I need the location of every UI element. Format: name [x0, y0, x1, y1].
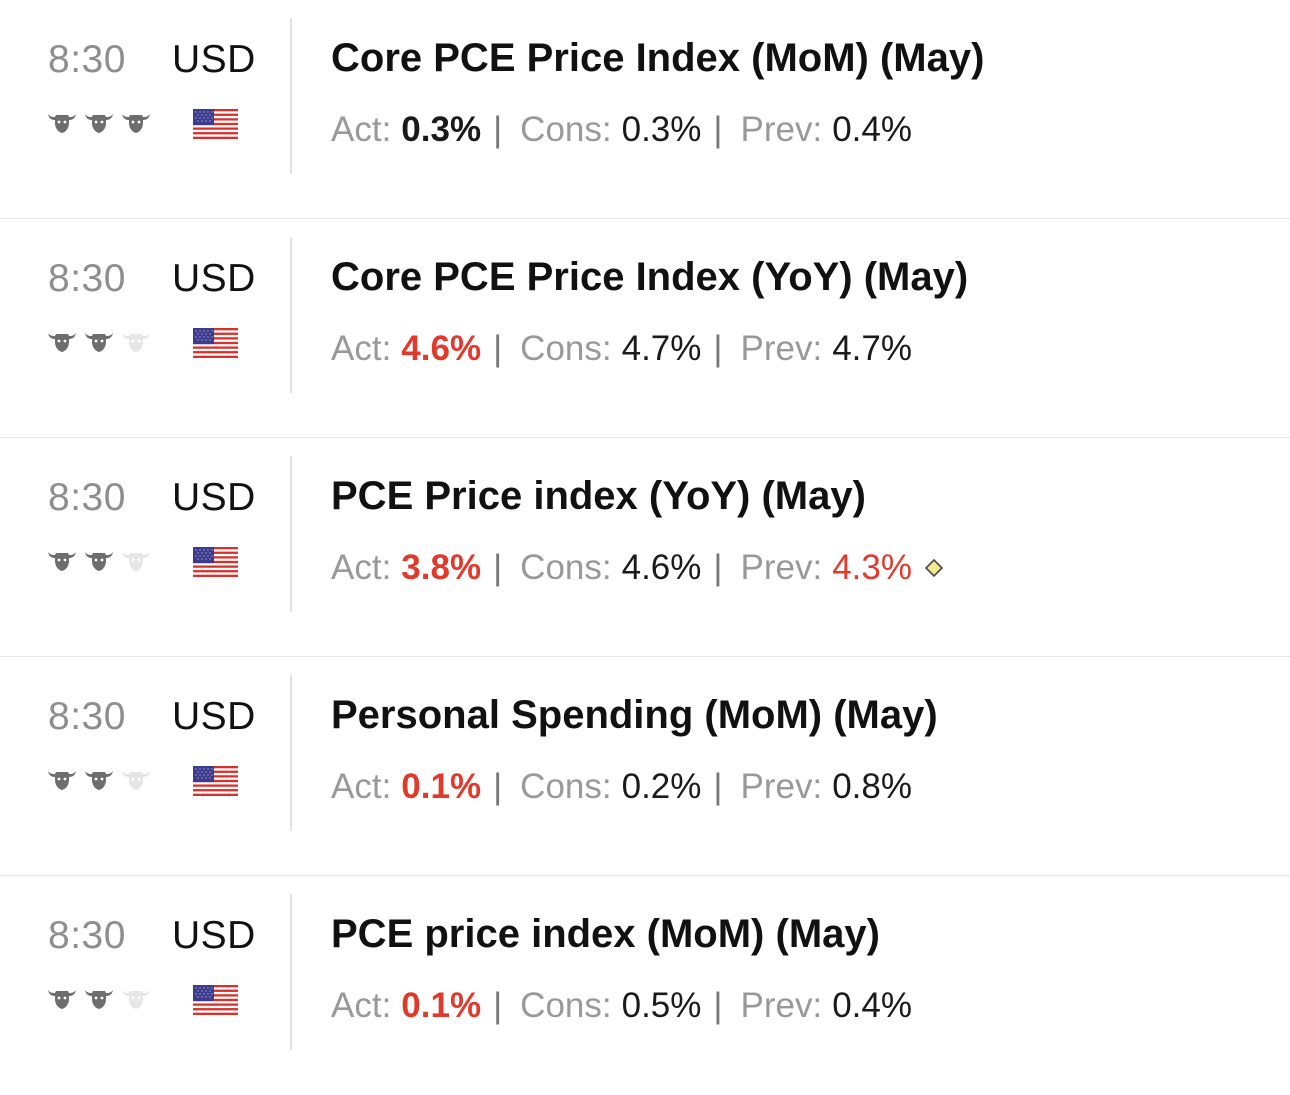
event-time: 8:30	[48, 695, 126, 738]
bull-icon	[48, 990, 76, 1009]
event-currency: USD	[172, 257, 256, 300]
previous-label: Prev:	[740, 767, 823, 806]
actual-label: Act:	[331, 767, 392, 806]
consensus-label: Cons:	[520, 767, 612, 806]
us-flag-icon	[193, 547, 238, 577]
event-time: 8:30	[48, 38, 126, 81]
actual-label: Act:	[331, 548, 392, 587]
stat-separator: |	[493, 767, 503, 806]
consensus-label: Cons:	[520, 986, 612, 1025]
row-divider	[290, 894, 292, 1050]
us-flag-icon	[193, 766, 238, 796]
stat-separator: |	[493, 110, 503, 149]
consensus-label: Cons:	[520, 548, 612, 587]
previous-label: Prev:	[740, 110, 823, 149]
consensus-value: 4.7%	[621, 329, 702, 368]
us-flag-icon	[193, 985, 238, 1015]
event-currency: USD	[172, 914, 256, 957]
us-flag-icon	[193, 109, 238, 139]
consensus-value: 0.2%	[621, 767, 702, 806]
actual-value: 0.3%	[401, 110, 482, 149]
stat-separator: |	[493, 329, 503, 368]
previous-value: 4.7%	[832, 329, 912, 368]
previous-label: Prev:	[740, 548, 823, 587]
bull-icon	[122, 990, 150, 1009]
importance-rating	[46, 765, 152, 795]
stat-separator: |	[493, 986, 503, 1025]
bull-icon	[85, 990, 113, 1009]
consensus-value: 0.3%	[621, 110, 702, 149]
bull-icon	[48, 552, 76, 571]
bull-icon	[48, 333, 76, 352]
bull-icon	[122, 552, 150, 571]
event-time: 8:30	[48, 476, 126, 519]
event-row[interactable]: 8:30 USD Core PCE Price Index (	[0, 219, 1290, 438]
event-stats: Act: 0.3% | Cons: 0.3% | Prev: 0.4%	[331, 110, 912, 150]
consensus-value: 0.5%	[621, 986, 702, 1025]
us-flag-icon	[193, 328, 238, 358]
row-divider	[290, 456, 292, 612]
bull-icon	[122, 333, 150, 352]
row-divider	[290, 237, 292, 393]
importance-rating	[46, 546, 152, 576]
bull-icon	[122, 771, 150, 790]
previous-value: 0.8%	[832, 767, 912, 806]
stat-separator: |	[713, 767, 723, 806]
actual-label: Act:	[331, 110, 392, 149]
event-row[interactable]: 8:30 USD PCE price index (MoM)	[0, 876, 1290, 1095]
actual-label: Act:	[331, 986, 392, 1025]
bull-icon	[48, 771, 76, 790]
event-row[interactable]: 8:30 USD PCE Price index (YoY)	[0, 438, 1290, 657]
stat-separator: |	[713, 986, 723, 1025]
event-stats: Act: 3.8% | Cons: 4.6% | Prev: 4.3%	[331, 548, 944, 588]
event-time: 8:30	[48, 257, 126, 300]
row-divider	[290, 18, 292, 174]
previous-label: Prev:	[740, 329, 823, 368]
actual-label: Act:	[331, 329, 392, 368]
actual-value: 4.6%	[401, 329, 482, 368]
stat-separator: |	[713, 329, 723, 368]
bull-icon	[85, 552, 113, 571]
actual-value: 3.8%	[401, 548, 482, 587]
previous-value: 0.4%	[832, 986, 912, 1025]
event-title[interactable]: Personal Spending (MoM) (May)	[331, 693, 938, 737]
event-title[interactable]: PCE Price index (YoY) (May)	[331, 474, 866, 518]
importance-rating	[46, 108, 152, 138]
event-stats: Act: 0.1% | Cons: 0.5% | Prev: 0.4%	[331, 986, 912, 1026]
previous-value: 4.3%	[832, 548, 912, 587]
event-title[interactable]: Core PCE Price Index (YoY) (May)	[331, 255, 969, 299]
consensus-label: Cons:	[520, 110, 612, 149]
actual-value: 0.1%	[401, 986, 482, 1025]
importance-rating	[46, 327, 152, 357]
bull-icon	[85, 333, 113, 352]
stat-separator: |	[713, 548, 723, 587]
event-time: 8:30	[48, 914, 126, 957]
event-stats: Act: 4.6% | Cons: 4.7% | Prev: 4.7%	[331, 329, 912, 369]
event-row[interactable]: 8:30 USD Core PCE Price Index (	[0, 0, 1290, 219]
importance-rating	[46, 984, 152, 1014]
event-currency: USD	[172, 38, 256, 81]
stat-separator: |	[713, 110, 723, 149]
bull-icon	[48, 114, 76, 133]
revised-diamond-icon	[924, 558, 944, 578]
event-stats: Act: 0.1% | Cons: 0.2% | Prev: 0.8%	[331, 767, 912, 807]
consensus-value: 4.6%	[621, 548, 702, 587]
bull-icon	[85, 771, 113, 790]
stat-separator: |	[493, 548, 503, 587]
event-row[interactable]: 8:30 USD Personal Spending (MoM	[0, 657, 1290, 876]
event-title[interactable]: Core PCE Price Index (MoM) (May)	[331, 36, 985, 80]
event-currency: USD	[172, 476, 256, 519]
previous-label: Prev:	[740, 986, 823, 1025]
consensus-label: Cons:	[520, 329, 612, 368]
actual-value: 0.1%	[401, 767, 482, 806]
bull-icon	[122, 114, 150, 133]
event-currency: USD	[172, 695, 256, 738]
row-divider	[290, 675, 292, 831]
previous-value: 0.4%	[832, 110, 912, 149]
bull-icon	[85, 114, 113, 133]
event-title[interactable]: PCE price index (MoM) (May)	[331, 912, 880, 956]
